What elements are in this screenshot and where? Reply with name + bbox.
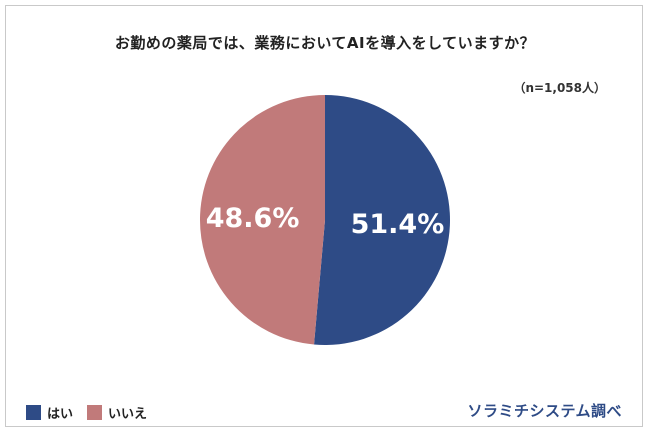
legend-item-yes: はい [26,403,73,422]
pie-label-no: 48.6% [206,203,300,234]
legend-item-no: いいえ [87,403,147,422]
pie-labels: 51.4% 48.6% [206,203,445,240]
legend: はい いいえ [26,403,153,422]
legend-label-yes: はい [47,407,74,422]
legend-swatch-yes [26,405,41,420]
source-credit: ソラミチシステム調べ [467,402,622,420]
pie-slice-yes [314,95,450,345]
sample-size-note: （n=1,058人） [513,81,606,95]
pie-slice-no [199,95,325,345]
pie-slices [199,95,450,345]
pie-label-yes: 51.4% [351,209,445,240]
legend-swatch-no [87,405,103,420]
legend-label-no: いいえ [108,407,148,422]
chart-title: お勤めの薬局では、業務においてAIを導入をしていますか？ [114,34,536,52]
